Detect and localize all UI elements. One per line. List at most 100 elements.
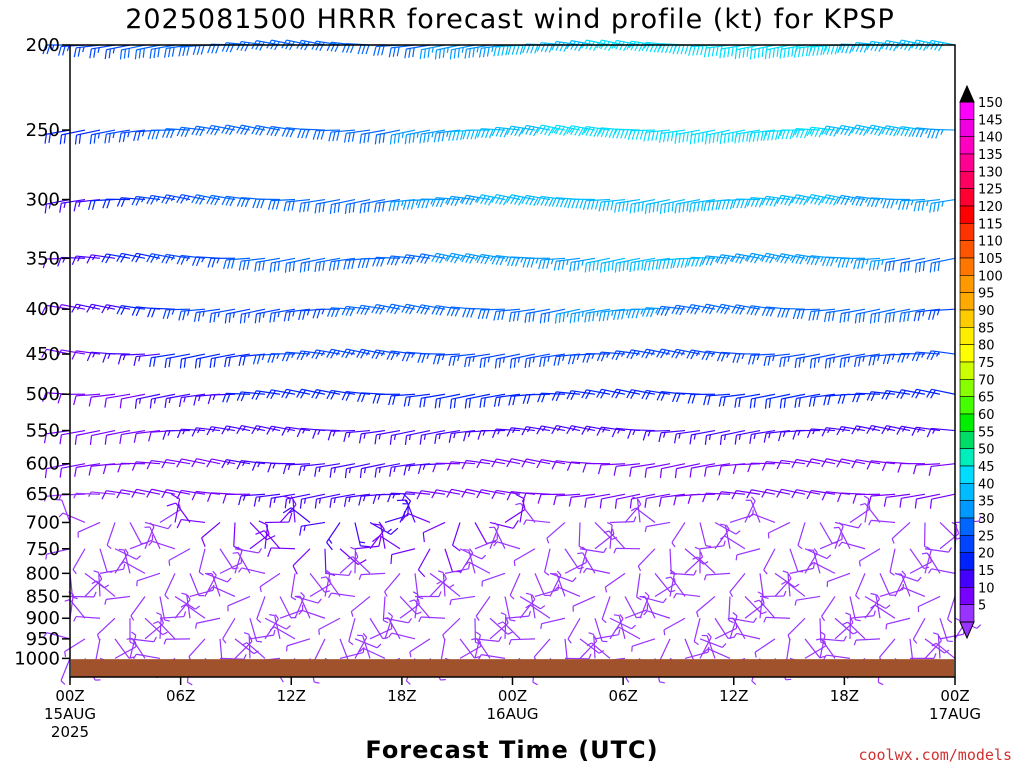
wind-barb [732,353,761,364]
wind-barb [852,392,881,403]
wind-barb [384,572,401,597]
wind-barb [583,567,611,574]
x-tick-date: 16AUG [487,705,539,723]
wind-barb [461,459,491,470]
wind-barb [644,198,671,214]
wind-barb [222,392,251,403]
wind-barb [267,353,296,363]
wind-barb [599,493,626,509]
colorbar-legend: 1501451401351301251201151101051009590858… [959,84,1003,640]
wind-barb [372,535,401,550]
wind-barb [147,129,176,140]
wind-barb [493,308,521,321]
colorbar-label: 30 [978,512,995,527]
colorbar-label: 40 [978,477,995,492]
wind-barb [149,353,176,368]
wind-barb [416,253,446,264]
wind-barb [701,303,731,315]
wind-barb [251,390,281,401]
wind-barb [269,257,296,273]
wind-barb [359,463,386,479]
wind-barb [269,614,281,639]
y-tick-label: 1000 [14,648,60,669]
wind-barb [266,39,296,51]
wind-barb [461,253,491,264]
colorbar-segment [959,448,975,467]
wind-barb [446,461,476,471]
wind-barb [719,535,746,550]
colorbar-segment [959,101,975,120]
wind-barb [312,129,341,140]
wind-barb [641,389,671,400]
wind-barb [163,638,191,645]
wind-barb [779,393,806,409]
wind-barb [59,198,86,213]
wind-barb [236,391,266,402]
x-tick-label: 00Z [498,687,527,705]
wind-barb [656,348,686,359]
wind-barb [703,648,731,659]
wind-barb [419,44,446,60]
wind-barb [459,548,487,560]
wind-barb [594,629,621,640]
wind-barb [433,129,461,143]
wind-barb [134,44,161,60]
wind-barb [259,572,281,593]
wind-barb [598,308,626,322]
wind-barb [582,462,611,473]
wind-barb [819,631,826,659]
wind-barb [566,390,596,400]
colorbar-segment [959,327,975,345]
wind-barb [253,493,281,507]
x-tick-label: 06Z [608,687,637,705]
wind-barb [281,426,311,436]
wind-barb [513,548,536,567]
wind-barb [283,198,311,212]
wind-barb [926,39,956,52]
wind-barb [464,561,491,574]
wind-barb [641,348,671,359]
wind-barb [731,304,761,315]
wind-barb [744,496,756,523]
wind-barb [477,429,506,440]
wind-barb [164,393,191,408]
wind-barb [404,429,431,446]
wind-barb [297,128,326,139]
wind-barb [746,252,776,264]
wind-barb [696,596,716,618]
wind-barb [761,488,791,498]
wind-barb [417,198,446,209]
wind-barb [267,462,296,473]
wind-barb [716,303,746,315]
wind-barb [781,581,806,597]
colorbar-label: 75 [978,356,995,371]
wind-barb [164,353,191,369]
y-tick-label: 900 [26,608,60,629]
x-axis-label: Forecast Time (UTC) [365,736,658,764]
wind-barb [255,530,281,550]
wind-barb [176,518,206,529]
wind-barb [491,193,521,206]
wind-barb [412,591,419,619]
wind-barb [694,546,701,574]
wind-barb [419,393,446,408]
plot-area [41,39,982,686]
wind-barb [318,617,341,635]
wind-barb [837,393,866,404]
wind-barb [438,570,446,597]
wind-barb [836,194,866,206]
wind-barb [849,610,876,619]
wind-barb [641,307,671,318]
wind-barb [821,458,851,468]
colorbar-bottom-arrow [959,621,975,640]
wind-barb [735,548,761,561]
wind-barb [674,129,701,144]
wind-barb [933,632,941,659]
wind-barb [206,572,221,597]
wind-barb [579,546,588,574]
wind-barb [329,463,356,478]
colorbar-segment [959,119,975,137]
wind-barb [659,198,686,214]
colorbar-segment [959,136,975,155]
wind-barb [929,493,956,509]
